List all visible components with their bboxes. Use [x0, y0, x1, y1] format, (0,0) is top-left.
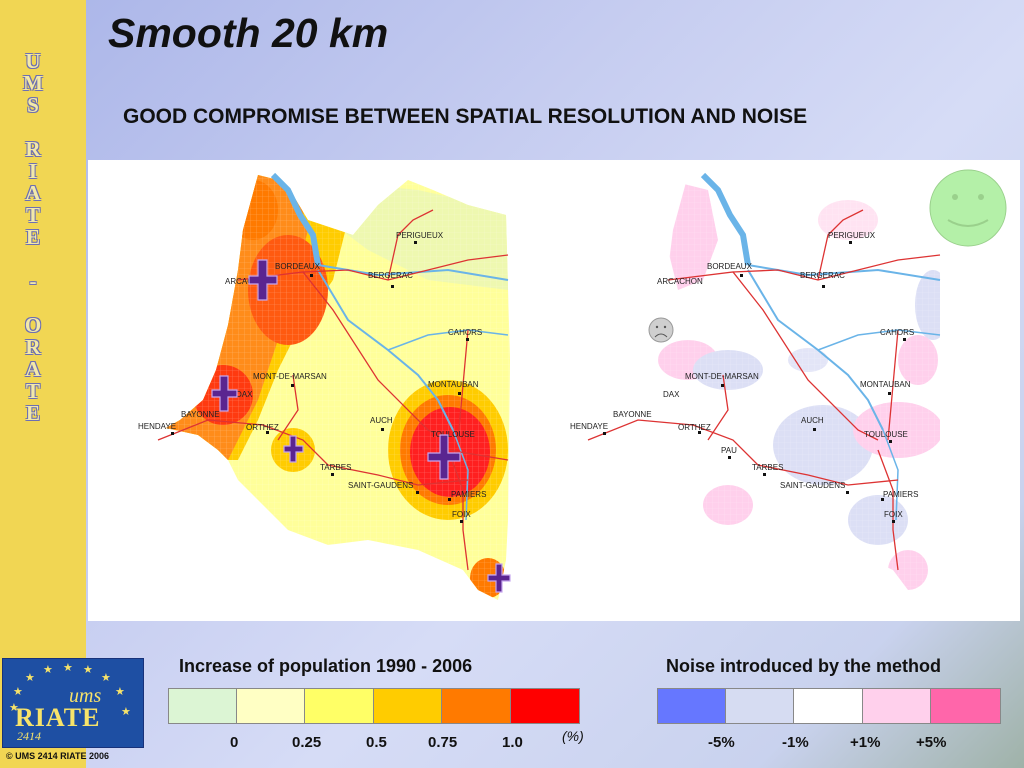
scale-tick: 0	[230, 734, 239, 751]
svg-text:★: ★	[63, 661, 73, 674]
page-title: Smooth 20 km	[108, 10, 389, 56]
unit-label: (%)	[562, 728, 584, 744]
color-swatch	[658, 689, 726, 723]
city-label: CAHORS	[448, 328, 482, 337]
plus-icon	[487, 563, 511, 593]
svg-text:★: ★	[13, 685, 23, 698]
city-label: DAX	[236, 390, 253, 399]
city-label: BAYONNE	[613, 410, 652, 419]
city-label: ARCACHON	[657, 277, 703, 286]
city-label: ARCACHON	[225, 277, 271, 286]
logo-riate: RIATE	[15, 703, 101, 732]
plus-icon	[427, 434, 461, 480]
city-label: BORDEAUX	[275, 262, 321, 271]
city-label: PAU	[721, 446, 737, 455]
color-swatch	[237, 689, 305, 723]
city-label: BERGERAC	[368, 271, 413, 280]
city-label: TARBES	[320, 463, 351, 472]
sidebar-band: U M S R I A T E - O R A T E	[0, 0, 86, 768]
city-label: SAINT-GAUDENS	[780, 481, 845, 490]
scale-tick: -1%	[782, 734, 809, 751]
color-swatch	[442, 689, 511, 723]
color-swatch	[169, 689, 237, 723]
vertical-title: U M S R I A T E - O R A T E	[23, 49, 43, 425]
city-label: MONT-DE-MARSAN	[253, 372, 327, 381]
color-swatch	[374, 689, 442, 723]
svg-text:★: ★	[121, 705, 131, 718]
noise-legend-title: Noise introduced by the method	[666, 656, 942, 676]
color-swatch	[726, 689, 794, 723]
city-label: FOIX	[884, 510, 903, 519]
color-swatch	[863, 689, 931, 723]
city-label: PERIGUEUX	[828, 231, 876, 240]
scale-tick: -5%	[708, 734, 735, 751]
city-label: MONTAUBAN	[860, 380, 911, 389]
city-label: AUCH	[801, 416, 824, 425]
plus-icon	[283, 435, 304, 463]
logo-number: 2414	[17, 729, 41, 743]
city-label: TOULOUSE	[431, 430, 475, 439]
city-label: HENDAYE	[138, 422, 176, 431]
population-color-scale	[168, 688, 580, 724]
scale-tick: +5%	[916, 734, 947, 751]
star-ring-icon: ★★ ★ ★★★ ★★ ★	[9, 661, 131, 718]
scale-tick: 0.75	[428, 734, 458, 751]
city-label: ORTHEZ	[678, 423, 711, 432]
city-label: PERIGUEUX	[396, 231, 444, 240]
color-swatch	[511, 689, 579, 723]
copyright-text: © UMS 2414 RIATE 2006	[6, 751, 110, 761]
svg-text:★: ★	[25, 671, 35, 684]
city-label: TARBES	[752, 463, 783, 472]
plus-icon	[211, 375, 238, 412]
city-label: BAYONNE	[181, 410, 220, 419]
city-label: FOIX	[452, 510, 471, 519]
frown-face-icon	[648, 317, 674, 343]
city-label: PAMIERS	[883, 490, 918, 499]
city-label: SAINT-GAUDENS	[348, 481, 413, 490]
noise-color-scale	[657, 688, 1001, 724]
city-label: TOULOUSE	[864, 430, 908, 439]
riate-logo: ★ ★ ★ ★ ★ ★ ★ ★ ★ ums RIATE 2414	[2, 658, 144, 748]
smiley-face-icon	[929, 169, 1007, 247]
city-label: CAHORS	[880, 328, 914, 337]
population-change-map: PERIGUEUX BORDEAUX BERGERAC ARCACHON CAH…	[138, 172, 511, 600]
city-label: ORTHEZ	[246, 423, 279, 432]
svg-text:★: ★	[9, 701, 19, 714]
plus-markers	[211, 259, 511, 593]
plus-icon	[248, 259, 278, 301]
color-swatch	[305, 689, 374, 723]
svg-text:★: ★	[101, 671, 111, 684]
city-label: HENDAYE	[570, 422, 608, 431]
svg-text:★: ★	[43, 663, 53, 676]
logo-ums: ums	[69, 685, 102, 707]
maps-svg: PERIGUEUX BORDEAUX BERGERAC ARCACHON CAH…	[138, 169, 1007, 600]
scale-tick: 0.25	[292, 734, 322, 751]
city-label: MONTAUBAN	[428, 380, 479, 389]
scale-tick: 0.5	[366, 734, 387, 751]
scale-tick: +1%	[850, 734, 881, 751]
color-swatch	[794, 689, 863, 723]
color-swatch	[931, 689, 1000, 723]
city-label: BORDEAUX	[707, 262, 753, 271]
city-label: BERGERAC	[800, 271, 845, 280]
population-legend-title: Increase of population 1990 - 2006	[179, 656, 473, 676]
city-label: PAMIERS	[451, 490, 486, 499]
svg-text:★: ★	[83, 663, 93, 676]
city-label: DAX	[663, 390, 680, 399]
city-label: MONT-DE-MARSAN	[685, 372, 759, 381]
svg-text:★: ★	[115, 685, 125, 698]
subtitle: GOOD COMPROMISE BETWEEN SPATIAL RESOLUTI…	[123, 105, 808, 128]
map-panel: PERIGUEUX BORDEAUX BERGERAC ARCACHON CAH…	[88, 160, 1020, 621]
noise-map: PERIGUEUX BORDEAUX BERGERAC ARCACHON CAH…	[570, 169, 1007, 600]
city-label: AUCH	[370, 416, 393, 425]
scale-tick: 1.0	[502, 734, 523, 751]
